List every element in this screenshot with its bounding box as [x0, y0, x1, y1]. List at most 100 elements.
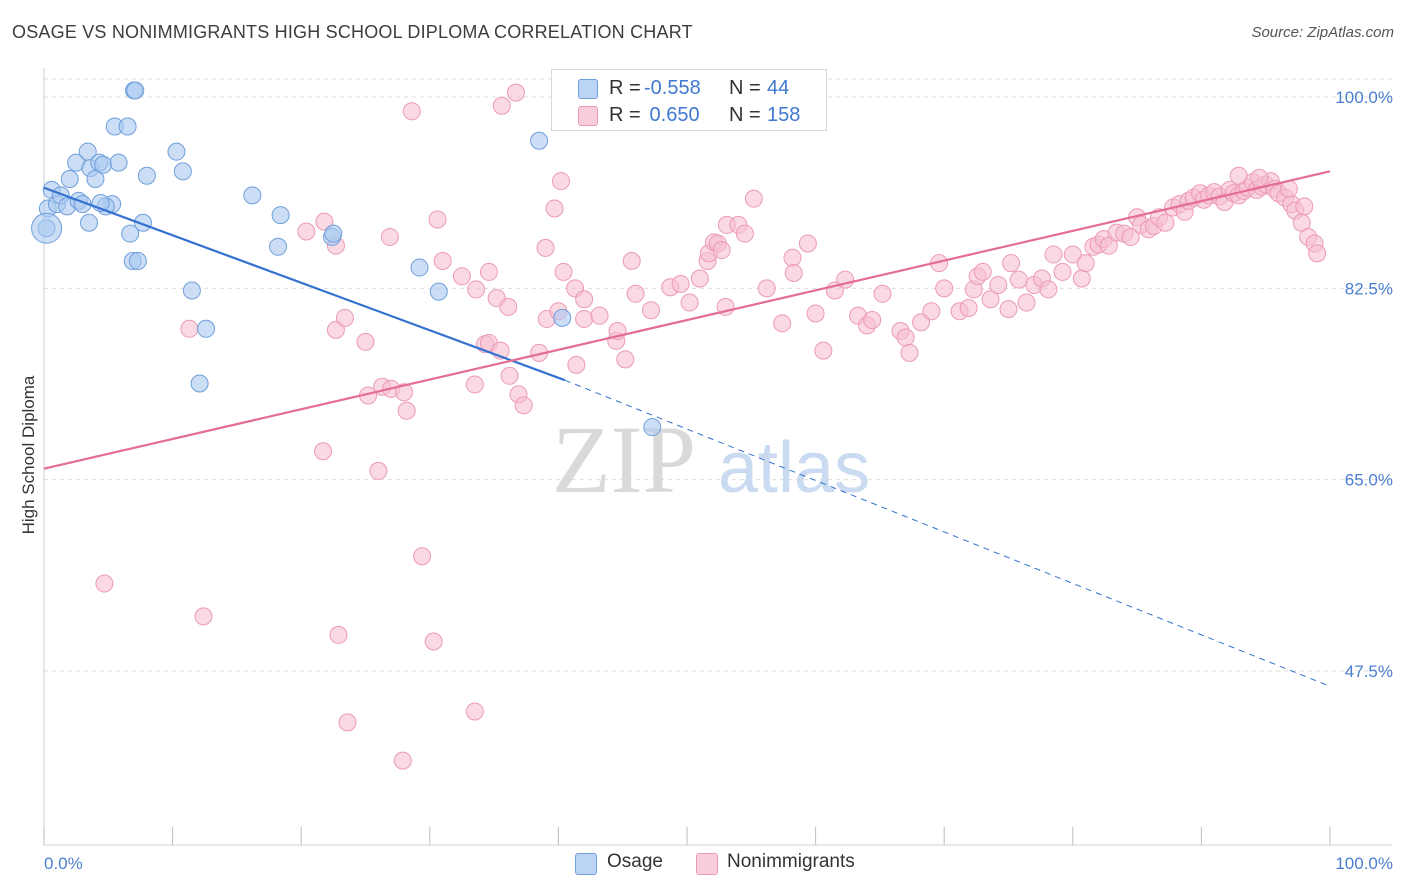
nonimmigrants-point	[369, 461, 388, 480]
nonimmigrants-point	[1009, 270, 1028, 289]
nonimmigrants-point	[784, 264, 803, 283]
nonimmigrants-point	[999, 300, 1018, 319]
osage-point	[80, 213, 99, 232]
nonimmigrants-point	[1072, 269, 1091, 288]
nonimmigrants-point	[806, 304, 825, 323]
nonimmigrants-point	[1229, 166, 1248, 185]
nonimmigrants-point	[575, 290, 594, 309]
nonimmigrants-point	[428, 210, 447, 229]
nonimmigrants-point	[356, 332, 375, 351]
nonimmigrants-point	[981, 290, 1000, 309]
watermark-atlas: atlas	[718, 428, 870, 508]
osage-point	[530, 131, 549, 150]
nonimmigrants-swatch	[578, 106, 598, 126]
nonimmigrants-point	[402, 102, 421, 121]
nonimmigrants-point	[545, 199, 564, 218]
trend-lines	[43, 170, 1331, 687]
y-tick-label: 47.5%	[1345, 662, 1393, 681]
nonimmigrants-points	[95, 83, 1327, 770]
nonimmigrants-point	[896, 328, 915, 347]
nonimmigrants-point	[465, 375, 484, 394]
nonimmigrants-point	[912, 313, 931, 332]
nonimmigrants-point	[338, 713, 357, 732]
nonimmigrants-point	[1076, 254, 1095, 273]
nonimmigrants-point	[680, 293, 699, 312]
osage-point	[128, 252, 147, 270]
osage-point	[429, 282, 448, 301]
nonimmigrants-point	[413, 547, 432, 566]
nonimmigrants-point	[641, 301, 660, 320]
nonimmigrants-point	[863, 311, 882, 330]
nonimmigrants-point	[575, 309, 594, 328]
nonimmigrants-point	[873, 284, 892, 303]
nonimmigrants-point	[1156, 213, 1175, 232]
osage-point	[271, 206, 290, 225]
osage-point	[94, 155, 113, 174]
tick-labels: 100.0% 82.5% 65.0% 47.5% 0.0% 100.0%	[44, 88, 1393, 873]
nonimmigrants-point	[467, 280, 486, 299]
nonimmigrants-point	[506, 83, 525, 102]
nonimmigrants-point	[783, 248, 802, 267]
nonimmigrants-legend-swatch	[696, 853, 718, 875]
nonimmigrants-point	[989, 276, 1008, 295]
nonimmigrants-point	[959, 299, 978, 318]
nonimmigrants-point	[1039, 280, 1058, 299]
nonimmigrants-point	[194, 607, 213, 626]
nonimmigrants-point	[935, 279, 954, 298]
nonimmigrants-point	[424, 632, 443, 651]
y-tick-label: 82.5%	[1345, 279, 1393, 298]
chart-title: OSAGE VS NONIMMIGRANTS HIGH SCHOOL DIPLO…	[12, 22, 693, 42]
nonimmigrants-point	[798, 234, 817, 253]
nonimmigrants-point	[297, 222, 316, 241]
nonimmigrants-point	[1063, 245, 1082, 264]
nonimmigrants-trend-line	[43, 170, 1331, 470]
osage-point	[167, 142, 186, 161]
osage-point	[173, 162, 192, 181]
legend-row-osage: R = -0.558 N = 44	[552, 75, 826, 101]
nonimmigrants-point	[499, 297, 518, 316]
nonimmigrants-point	[500, 366, 519, 385]
nonimmigrants-point	[393, 751, 412, 770]
osage-point	[121, 224, 140, 243]
y-tick-label: 100.0%	[1335, 88, 1393, 107]
nonimmigrants-point	[735, 224, 754, 243]
nonimmigrants-point	[551, 172, 570, 191]
nonimmigrants-point	[554, 262, 573, 281]
nonimmigrants-point	[1121, 227, 1140, 246]
nonimmigrants-point	[452, 267, 471, 286]
nonimmigrants-point	[465, 702, 484, 721]
correlation-legend: R = -0.558 N = 44 R = 0.650 N = 158	[551, 69, 827, 131]
nonimmigrants-point	[814, 341, 833, 360]
osage-point	[643, 418, 662, 437]
legend-r-label: R =	[609, 104, 641, 126]
osage-trend-extension	[564, 379, 1331, 687]
y-tick-label: 65.0%	[1345, 471, 1393, 490]
legend-r-value: 0.650	[644, 104, 700, 126]
osage-point	[553, 308, 572, 327]
nonimmigrants-point	[1295, 197, 1314, 216]
legend-n-value: 158	[767, 104, 801, 126]
legend-n-value: 44	[767, 77, 790, 99]
axes	[43, 68, 1392, 846]
nonimmigrants-point	[433, 252, 452, 270]
legend-r-label: R =	[609, 77, 641, 99]
osage-legend-label: Osage	[607, 851, 663, 872]
nonimmigrants-point	[626, 284, 645, 303]
nonimmigrants-point	[492, 96, 511, 115]
legend-r-value: -0.558	[644, 77, 701, 99]
nonimmigrants-point	[744, 189, 763, 208]
nonimmigrants-point	[1053, 262, 1072, 281]
source-credit: Source: ZipAtlas.com	[1251, 24, 1394, 41]
osage-point	[269, 237, 288, 256]
nonimmigrants-point	[514, 396, 533, 415]
osage-point	[109, 153, 128, 172]
nonimmigrants-point	[180, 319, 199, 338]
nonimmigrants-point	[1002, 254, 1021, 273]
nonimmigrants-point	[973, 262, 992, 281]
y-axis-label: High School Diploma	[19, 375, 38, 534]
nonimmigrants-point	[567, 355, 586, 374]
nonimmigrants-legend-label: Nonimmigrants	[727, 851, 855, 872]
nonimmigrants-point	[622, 252, 641, 270]
x-tick-label: 100.0%	[1335, 854, 1393, 873]
